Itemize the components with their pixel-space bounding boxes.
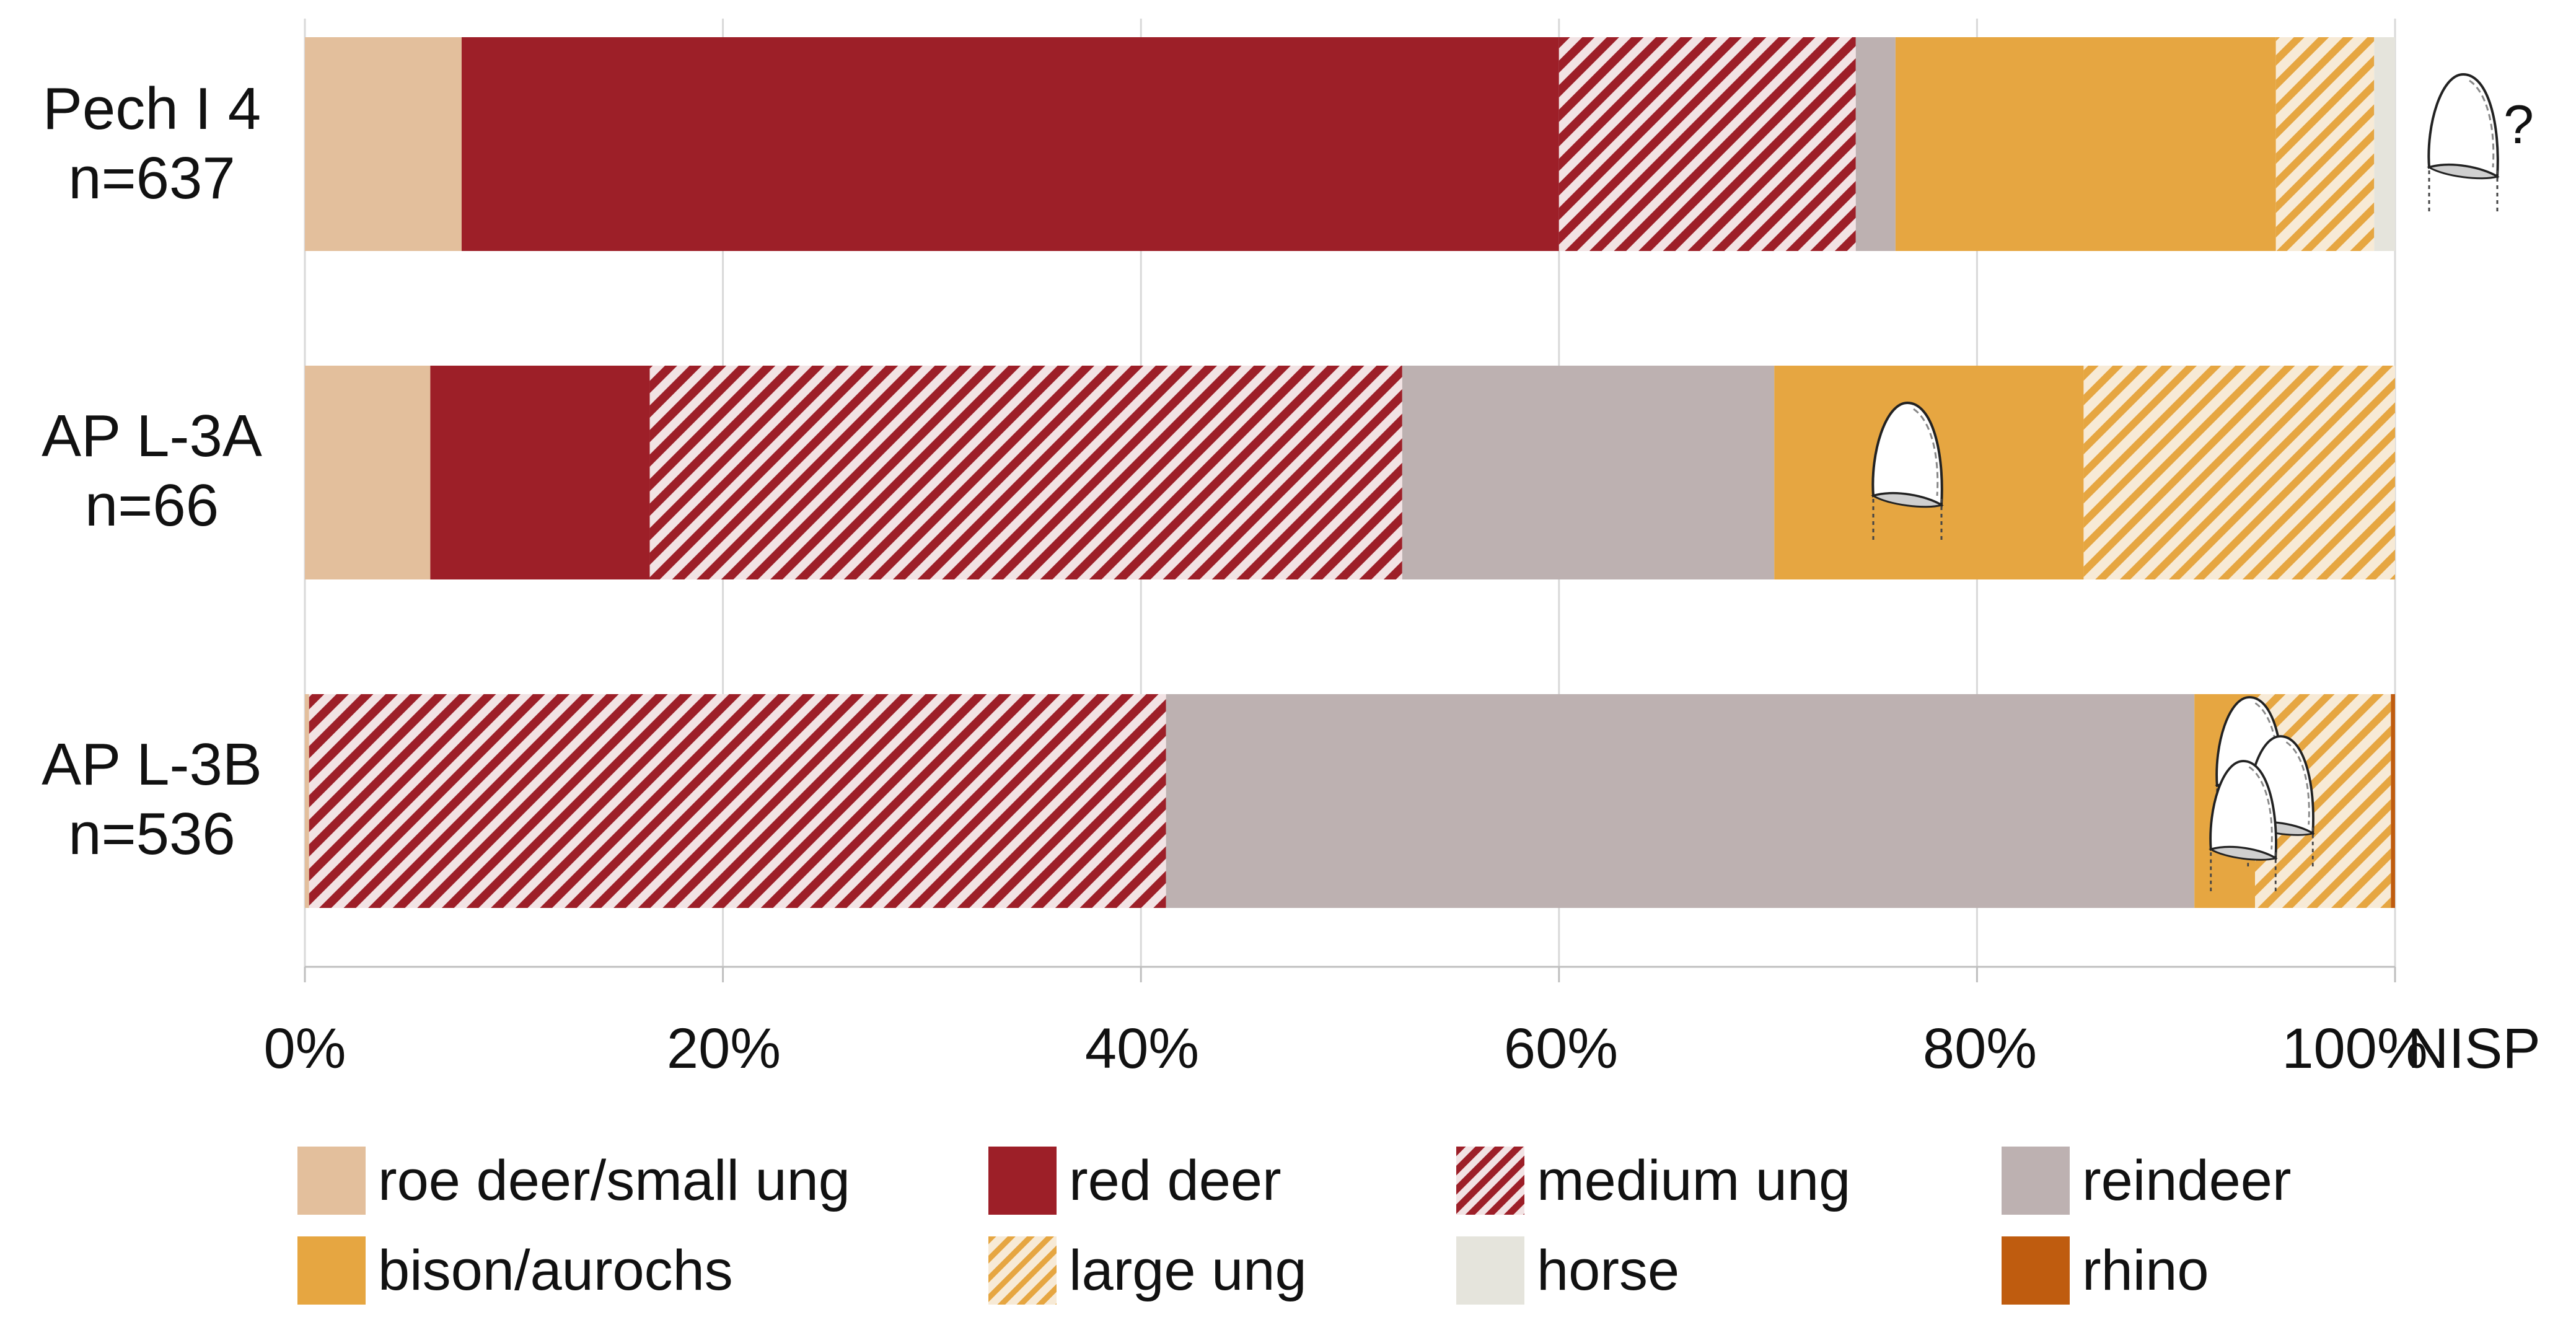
bar-segment [305,37,462,251]
legend-swatch [2002,1147,2070,1215]
legend-swatch [297,1236,366,1305]
tooth-icon [2209,760,2278,894]
category-count: n=637 [68,145,235,211]
legend-label: red deer [1069,1148,1281,1212]
question-mark-annotation: ? [2503,94,2534,155]
bar-segment [2275,37,2375,251]
bar-segment [2374,37,2395,251]
bar-segment [1855,37,1896,251]
bar-segment [2391,694,2395,908]
legend-label: horse [1537,1238,1680,1302]
legend-label: roe deer/small ung [378,1148,850,1212]
bar-segment [1166,694,2195,908]
legend-item: reindeer [2002,1147,2292,1215]
legend-label: reindeer [2082,1148,2292,1212]
category-label: AP L-3B n=536 [12,730,291,869]
legend-label: large ung [1069,1238,1307,1302]
legend-swatch [297,1147,366,1215]
legend-item: rhino [2002,1236,2209,1305]
category-count: n=536 [68,801,235,867]
bar-segment [461,37,1559,251]
legend-label: bison/aurochs [378,1238,733,1302]
bar-segment [2083,366,2395,579]
x-tick-label: 100% [2282,1017,2428,1080]
bar-segment [309,694,1166,908]
category-count: n=66 [84,472,219,539]
legend-item: red deer [988,1147,1281,1215]
legend-swatch [988,1236,1057,1305]
legend-swatch [988,1147,1057,1215]
x-tick-label: 20% [666,1017,781,1080]
bar-segment [1895,37,2276,251]
category-name: AP L-3A [42,403,262,469]
legend-label: medium ung [1537,1148,1851,1212]
legend-item: medium ung [1456,1147,1850,1215]
legend-item: roe deer/small ung [297,1147,850,1215]
bar-segment [1558,37,1856,251]
legend-label: rhino [2082,1238,2209,1302]
x-axis [304,966,2396,982]
x-tick-label: 40% [1084,1017,1200,1080]
bar-segment [430,366,650,579]
legend-swatch [2002,1236,2070,1305]
x-tick-label: 0% [263,1017,346,1080]
legend-swatch [1456,1236,1524,1305]
tooth-icon [1871,401,1944,542]
category-label: AP L-3A n=66 [12,402,291,540]
bar-segment [1402,366,1775,579]
bar-segment [649,366,1402,579]
x-axis-unit-label: NISP [2407,1017,2541,1080]
x-tick-label: 80% [1922,1017,2038,1080]
legend-item: horse [1456,1236,1679,1305]
tooth-icon [2427,73,2500,214]
bar-segment [305,366,431,579]
legend-item: large ung [988,1236,1307,1305]
x-tick-label: 60% [1503,1017,1619,1080]
category-label: Pech I 4 n=637 [12,74,291,213]
legend-swatch [1456,1147,1524,1215]
bar-segment [305,694,309,908]
category-name: AP L-3B [42,731,262,798]
bars [305,37,2395,908]
category-name: Pech I 4 [42,76,262,142]
legend-item: bison/aurochs [297,1236,733,1305]
